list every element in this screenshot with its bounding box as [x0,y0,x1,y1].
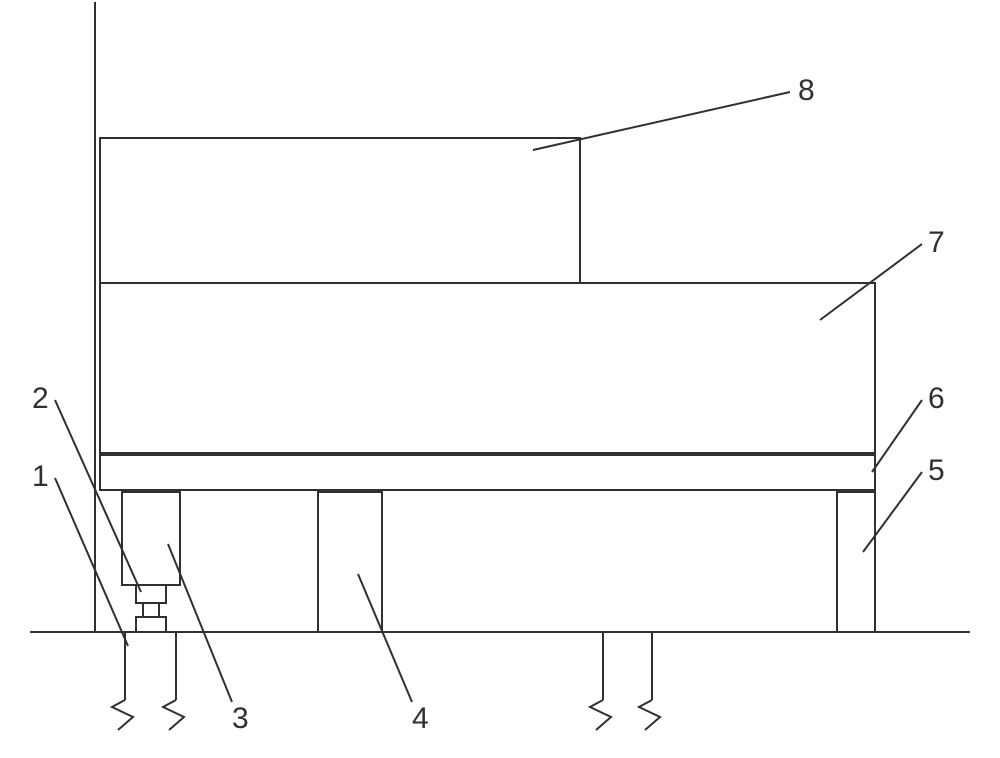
jack-stem [143,603,159,617]
block-6 [100,455,875,490]
label-3: 3 [232,702,249,735]
block-7 [100,283,875,453]
leader-5 [863,472,922,552]
jack-upper [136,585,166,603]
diagram-canvas: 8 7 6 5 2 1 3 4 [0,0,1000,758]
label-6: 6 [928,382,945,415]
label-1: 1 [32,460,49,493]
leader-6 [872,400,922,472]
leader-8 [533,92,790,150]
pile-1-break-left [112,700,133,730]
label-8: 8 [798,74,815,107]
leader-1 [55,478,128,646]
leader-2 [55,400,141,592]
support-right [837,492,875,632]
label-5: 5 [928,454,945,487]
leader-4 [358,574,412,702]
label-2: 2 [32,382,49,415]
jack-base [136,617,166,632]
support-mid [318,492,382,632]
pile-1-break-right [163,700,184,730]
label-4: 4 [412,702,429,735]
label-7: 7 [928,226,945,259]
pile-2-break-left [590,700,611,730]
block-8 [100,138,580,283]
leader-3 [168,544,232,702]
pile-2-break-right [639,700,660,730]
